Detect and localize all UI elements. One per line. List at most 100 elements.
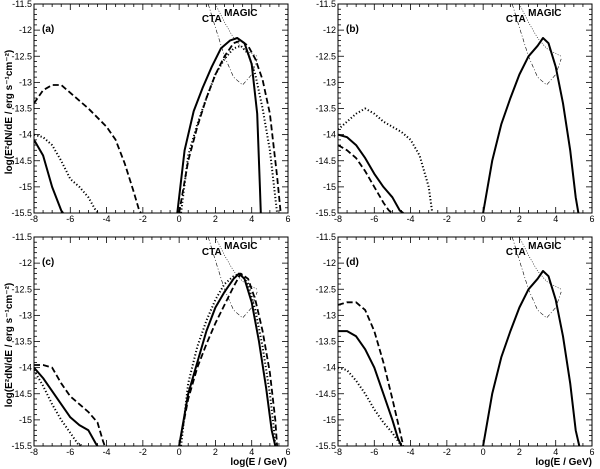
panel-label: (b) xyxy=(346,24,359,35)
cta-label: CTA xyxy=(506,14,526,25)
y-tick-label: -13 xyxy=(323,77,336,87)
panels: -8 -6 -4 -2 0 2 4 6 -15.5 -15 -14.5 -14 -13.5 -13 -12.… xyxy=(11,0,594,457)
y-tick-label: -11.5 xyxy=(12,232,32,242)
cta-label: CTA xyxy=(202,14,222,25)
x-tick-label: -2 xyxy=(139,447,147,457)
y-tick-label: -13.5 xyxy=(11,337,32,347)
x-tick-label: 2 xyxy=(213,214,218,224)
y-tick-label: -15 xyxy=(19,415,32,425)
panel-4: -8 -6 -4 -2 0 2 4 6 -15.5 -15 -14.5 -14 -13.5 -13 -12.… xyxy=(315,232,594,457)
y-tick-label: -12 xyxy=(323,25,336,35)
y-tick-label: -14.5 xyxy=(11,389,32,399)
x-tick-label: 0 xyxy=(177,447,182,457)
y-tick-label: -13.5 xyxy=(315,337,336,347)
x-tick-label: 2 xyxy=(517,447,522,457)
dashed-series-line xyxy=(338,301,405,446)
y-axis-title-top: log(E²dN/dE / erg s⁻¹cm⁻²) xyxy=(4,50,15,174)
y-tick-label: -12.5 xyxy=(315,284,336,294)
cta-label: CTA xyxy=(202,247,222,258)
cta-sensitivity-curve xyxy=(207,237,258,319)
x-tick-label: -4 xyxy=(103,214,111,224)
solid-series-line xyxy=(34,366,99,446)
magic-sensitivity-curve xyxy=(519,237,562,290)
cta-sensitivity-curve xyxy=(207,4,258,86)
x-tick-label: -6 xyxy=(370,214,378,224)
x-tick-label: -4 xyxy=(407,447,415,457)
y-tick-label: -14 xyxy=(19,130,32,140)
y-axis-title-bottom: log(E²dN/dE / erg s⁻¹cm⁻²) xyxy=(4,283,15,407)
x-tick-label: 6 xyxy=(285,447,290,457)
panel-1: -8 -6 -4 -2 0 2 4 6 -15.5 -15 -14.5 -14 -13.5 -13 -12.… xyxy=(11,0,290,224)
dashed-series-line xyxy=(178,39,282,213)
x-tick-label: -2 xyxy=(139,214,147,224)
x-tick-label: -6 xyxy=(370,447,378,457)
x-tick-label: -8 xyxy=(334,214,342,224)
solid-series-line xyxy=(176,37,262,213)
y-tick-label: -15.5 xyxy=(315,208,336,218)
x-tick-label: 4 xyxy=(553,447,558,457)
panel-label: (d) xyxy=(346,257,359,268)
y-tick-label: -14.5 xyxy=(11,156,32,166)
x-tick-label: 0 xyxy=(481,214,486,224)
panel-3: -8 -6 -4 -2 0 2 4 6 -15.5 -15 -14.5 -14 -13.5 -13 -12.… xyxy=(11,232,290,457)
y-tick-label: -14.5 xyxy=(315,389,336,399)
x-tick-label: -6 xyxy=(66,214,74,224)
x-tick-label: 2 xyxy=(517,214,522,224)
solid-series-line xyxy=(34,139,64,213)
y-tick-label: -12.5 xyxy=(11,51,32,61)
magic-label: MAGIC xyxy=(224,8,257,19)
y-tick-label: -13 xyxy=(19,310,32,320)
plot-area xyxy=(338,237,581,446)
y-tick-label: -14 xyxy=(19,363,32,373)
y-tick-label: -12 xyxy=(323,258,336,268)
x-tick-label: -2 xyxy=(443,447,451,457)
dotted-series-line xyxy=(34,133,100,213)
x-tick-label: 4 xyxy=(249,214,254,224)
y-tick-label: -11.5 xyxy=(316,0,336,9)
solid-series-line xyxy=(338,133,404,213)
y-tick-label: -11.5 xyxy=(12,0,32,9)
solid-series-line xyxy=(482,270,581,446)
panel-2: -8 -6 -4 -2 0 2 4 6 -15.5 -15 -14.5 -14 -13.5 -13 -12.… xyxy=(315,0,594,224)
dotted-series-line xyxy=(180,44,279,213)
x-tick-label: 4 xyxy=(249,447,254,457)
y-tick-label: -13 xyxy=(323,310,336,320)
x-tick-label: 6 xyxy=(589,447,594,457)
x-tick-label: -8 xyxy=(30,214,38,224)
y-tick-label: -13.5 xyxy=(315,104,336,114)
magic-label: MAGIC xyxy=(528,241,561,252)
x-tick-label: 0 xyxy=(177,214,182,224)
dotted-series-line xyxy=(338,107,434,213)
y-tick-label: -15 xyxy=(323,182,336,192)
y-tick-label: -12 xyxy=(19,258,32,268)
y-tick-label: -12.5 xyxy=(315,51,336,61)
x-tick-label: 6 xyxy=(285,214,290,224)
y-tick-label: -12 xyxy=(19,25,32,35)
x-tick-label: -2 xyxy=(443,214,451,224)
y-tick-label: -11.5 xyxy=(316,232,336,242)
magic-label: MAGIC xyxy=(224,241,257,252)
x-tick-label: -8 xyxy=(334,447,342,457)
x-axis-title-right: log(E / GeV) xyxy=(535,457,592,468)
y-tick-label: -15.5 xyxy=(11,208,32,218)
solid-series-line xyxy=(482,37,580,213)
magic-sensitivity-curve xyxy=(215,237,258,290)
dashed-series-line xyxy=(178,272,278,446)
magic-label: MAGIC xyxy=(528,8,561,19)
panel-label: (a) xyxy=(42,24,54,35)
cta-sensitivity-curve xyxy=(511,237,562,319)
y-tick-label: -15.5 xyxy=(11,441,32,451)
solid-series-line xyxy=(338,330,403,446)
plot-area xyxy=(34,4,282,213)
y-tick-label: -15 xyxy=(323,415,336,425)
y-tick-label: -12.5 xyxy=(11,284,32,294)
x-tick-label: -8 xyxy=(30,447,38,457)
x-tick-label: 2 xyxy=(213,447,218,457)
plot-area xyxy=(338,4,580,213)
x-tick-label: -4 xyxy=(407,214,415,224)
dashed-series-line xyxy=(34,84,142,213)
x-tick-label: -6 xyxy=(66,447,74,457)
x-tick-label: 6 xyxy=(589,214,594,224)
y-tick-label: -13.5 xyxy=(11,104,32,114)
